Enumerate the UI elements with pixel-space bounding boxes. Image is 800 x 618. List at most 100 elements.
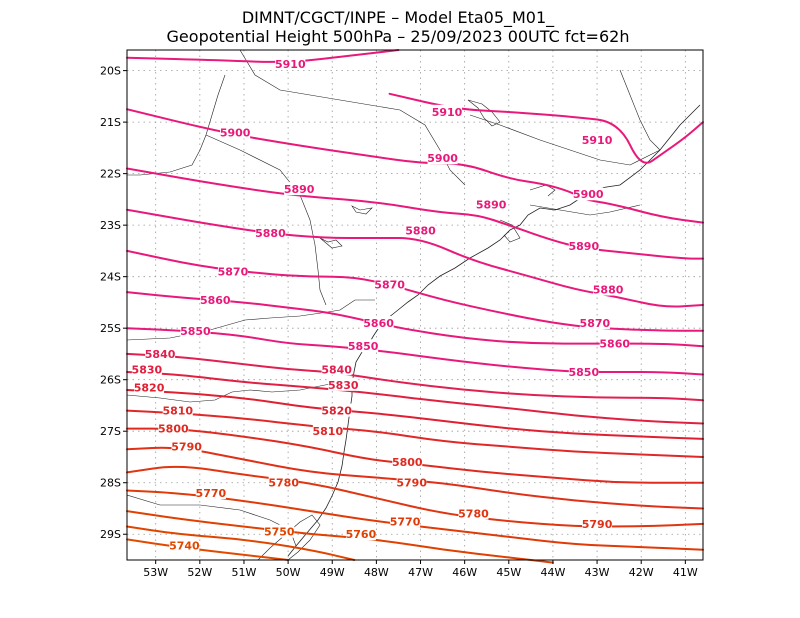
contour-line-5820 bbox=[126, 389, 704, 440]
contour-line-5760 bbox=[126, 510, 554, 564]
contour-label-5850: 5850 bbox=[569, 366, 600, 379]
lon-tick-label: 47W bbox=[408, 566, 433, 579]
contour-line-5900 bbox=[126, 108, 704, 224]
contour-label-bg bbox=[345, 527, 376, 541]
contour-label-5760: 5760 bbox=[346, 528, 377, 541]
contour-label-5880: 5880 bbox=[405, 224, 436, 237]
contour-label-5900: 5900 bbox=[573, 188, 604, 201]
contour-label-5910: 5910 bbox=[432, 106, 463, 119]
contour-label-5860: 5860 bbox=[200, 294, 231, 307]
lon-tick-label: 51W bbox=[232, 566, 257, 579]
lon-tick-label: 46W bbox=[452, 566, 477, 579]
contour-label-bg bbox=[268, 475, 299, 489]
contour-label-5750: 5750 bbox=[264, 526, 295, 539]
contour-label-5870: 5870 bbox=[218, 266, 249, 279]
contour-label-5770: 5770 bbox=[390, 515, 421, 528]
lon-tick-label: 42W bbox=[629, 566, 654, 579]
contour-label-bg bbox=[363, 316, 394, 330]
coastline bbox=[287, 104, 701, 557]
contour-label-5850: 5850 bbox=[180, 325, 211, 338]
contour-label-bg bbox=[374, 277, 405, 291]
state-border bbox=[127, 74, 226, 176]
contour-label-bg bbox=[180, 323, 211, 337]
contour-label-5910: 5910 bbox=[275, 58, 306, 71]
reservoir-outline bbox=[351, 205, 373, 215]
lon-tick-label: 45W bbox=[496, 566, 521, 579]
contour-label-bg bbox=[162, 403, 193, 417]
contour-label-bg bbox=[134, 380, 165, 394]
lat-tick-label: 25S bbox=[100, 322, 121, 335]
reservoir-outline bbox=[467, 99, 501, 127]
contour-label-bg bbox=[427, 151, 458, 165]
contour-label-5860: 5860 bbox=[363, 317, 394, 330]
contour-label-bg bbox=[392, 455, 423, 469]
lat-tick-label: 23S bbox=[100, 219, 121, 232]
contour-label-5780: 5780 bbox=[268, 477, 299, 490]
contour-line-5910 bbox=[126, 49, 400, 63]
contour-label-bg bbox=[158, 421, 189, 435]
contour-label-5740: 5740 bbox=[169, 540, 200, 553]
contour-label-5870: 5870 bbox=[580, 317, 611, 330]
contour-label-bg bbox=[405, 223, 436, 237]
contour-label-5810: 5810 bbox=[162, 405, 193, 418]
contour-label-5780: 5780 bbox=[458, 508, 489, 521]
contour-line-5850 bbox=[126, 327, 704, 376]
contour-label-5790: 5790 bbox=[171, 441, 202, 454]
contour-label-5900: 5900 bbox=[427, 152, 458, 165]
contour-label-5820: 5820 bbox=[134, 381, 165, 394]
contour-label-5880: 5880 bbox=[255, 227, 286, 240]
lon-tick-label: 50W bbox=[276, 566, 301, 579]
contour-label-5890: 5890 bbox=[284, 183, 315, 196]
contour-line-5740 bbox=[126, 538, 290, 561]
lon-tick-label: 48W bbox=[364, 566, 389, 579]
contour-labels: 5910 5910 5910 5900 5900 5900 5890 5890 5890 5880… bbox=[131, 56, 630, 553]
contour-label-bg bbox=[573, 187, 604, 201]
lon-tick-label: 44W bbox=[540, 566, 565, 579]
contour-label-5820: 5820 bbox=[321, 405, 352, 418]
contour-label-bg bbox=[131, 362, 162, 376]
bay-outline bbox=[499, 219, 521, 243]
axis-ticks: 53W 52W 51W 50W 49W 48W 47W 46W 45W 44W 43W 42W 41W 2… bbox=[100, 65, 698, 579]
contour-label-5830: 5830 bbox=[132, 363, 163, 376]
lon-tick-label: 49W bbox=[320, 566, 345, 579]
contour-label-bg bbox=[284, 182, 315, 196]
lat-tick-label: 22S bbox=[100, 168, 121, 181]
contour-label-5790: 5790 bbox=[582, 518, 613, 531]
contour-label-5840: 5840 bbox=[321, 363, 352, 376]
lat-tick-label: 24S bbox=[100, 271, 121, 284]
contour-label-bg bbox=[220, 125, 251, 139]
contour-line-5810 bbox=[126, 409, 704, 458]
contour-label-5890: 5890 bbox=[476, 199, 507, 212]
contour-label-bg bbox=[321, 362, 352, 376]
state-border bbox=[619, 69, 661, 151]
contour-label-bg bbox=[217, 264, 248, 278]
contour-label-bg bbox=[582, 133, 613, 147]
contour-label-5900: 5900 bbox=[220, 126, 251, 139]
contour-label-5910: 5910 bbox=[582, 134, 613, 147]
contour-label-bg bbox=[171, 439, 202, 453]
contour-label-bg bbox=[396, 475, 427, 489]
contour-label-5840: 5840 bbox=[145, 348, 176, 361]
contour-line-5890 bbox=[126, 167, 704, 260]
contour-line-5840 bbox=[126, 352, 704, 402]
lat-tick-label: 28S bbox=[100, 477, 121, 490]
lon-tick-label: 52W bbox=[187, 566, 212, 579]
plot-frame bbox=[126, 49, 704, 561]
contour-label-bg bbox=[599, 336, 630, 350]
state-border bbox=[529, 204, 641, 216]
contour-label-5880: 5880 bbox=[593, 284, 624, 297]
lon-tick-label: 41W bbox=[673, 566, 698, 579]
contour-label-bg bbox=[200, 292, 231, 306]
contour-line-5800 bbox=[126, 427, 704, 484]
chart-title-line1: DIMNT/CGCT/INPE – Model Eta05_M01_ bbox=[242, 8, 555, 28]
bay-outline bbox=[529, 184, 556, 197]
contour-label-5890: 5890 bbox=[569, 240, 600, 253]
contour-label-bg bbox=[145, 346, 176, 360]
contour-label-5800: 5800 bbox=[158, 423, 189, 436]
state-border bbox=[469, 114, 661, 166]
contour-label-bg bbox=[264, 524, 295, 538]
contour-label-bg bbox=[568, 238, 599, 252]
state-border bbox=[205, 134, 327, 306]
contour-label-bg bbox=[255, 225, 286, 239]
contour-label-bg bbox=[321, 403, 352, 417]
